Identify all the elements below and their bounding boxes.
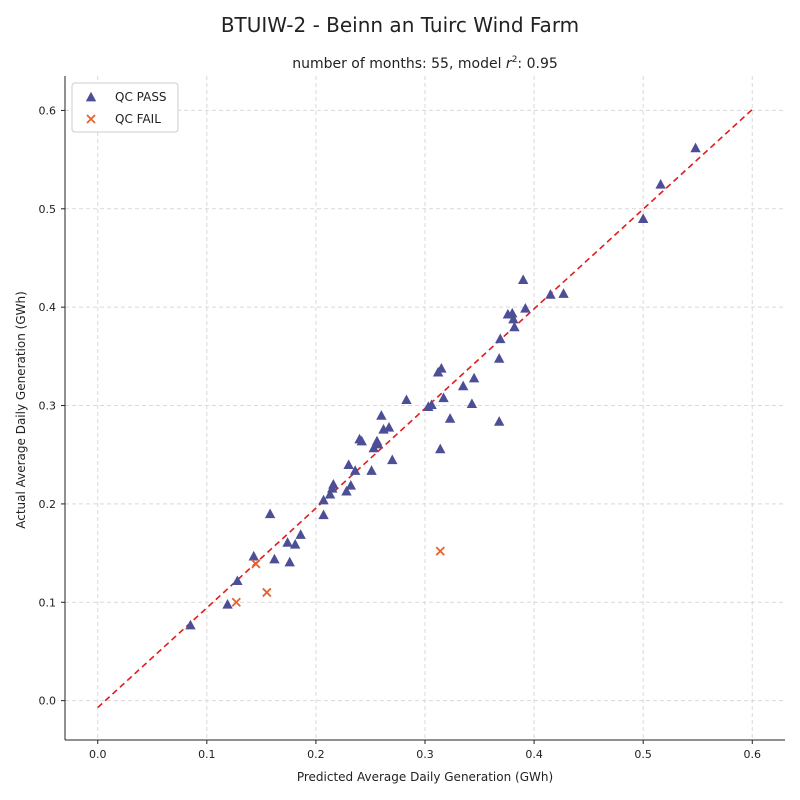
x-tick-label: 0.0 <box>89 748 107 761</box>
data-point-pass <box>655 179 665 189</box>
legend-label: QC PASS <box>115 90 167 104</box>
data-point-pass <box>518 274 528 284</box>
data-point-pass <box>343 459 353 469</box>
x-tick-label: 0.6 <box>744 748 762 761</box>
y-tick-label: 0.4 <box>39 301 57 314</box>
y-axis-label: Actual Average Daily Generation (GWh) <box>14 291 28 529</box>
data-point-pass <box>318 510 328 520</box>
data-point-fail <box>263 588 271 596</box>
data-point-pass <box>185 620 195 630</box>
data-point-pass <box>222 599 232 609</box>
data-point-pass <box>328 479 338 489</box>
y-tick-label: 0.6 <box>39 104 57 117</box>
data-point-pass <box>494 353 504 363</box>
y-tick-label: 0.0 <box>39 695 57 708</box>
data-point-pass <box>269 554 279 564</box>
axes: 0.0 0.1 0.2 0.3 0.4 0.5 0.6 0.0 0.1 0.2 0.3 0.4 0.5 0… <box>39 76 786 761</box>
data-point-pass <box>458 381 468 391</box>
data-point-pass <box>469 373 479 383</box>
data-point-pass <box>467 398 477 408</box>
chart-subtitle: number of months: 55, model r2: 0.95 <box>292 55 558 72</box>
data-point-pass <box>346 480 356 490</box>
data-point-pass <box>366 465 376 475</box>
x-tick-label: 0.4 <box>525 748 543 761</box>
x-tick-label: 0.2 <box>307 748 325 761</box>
data-point-pass <box>690 143 700 153</box>
data-point-pass <box>387 454 397 464</box>
data-point-pass <box>265 509 275 519</box>
y-tick-label: 0.3 <box>39 400 57 413</box>
data-point-pass <box>545 289 555 299</box>
data-point-pass <box>285 557 295 567</box>
legend-label: QC FAIL <box>115 112 161 126</box>
data-point-pass <box>435 444 445 454</box>
data-point-pass <box>638 213 648 223</box>
x-tick-label: 0.1 <box>198 748 216 761</box>
data-point-fail <box>252 560 260 568</box>
data-point-pass <box>282 537 292 547</box>
data-point-pass <box>376 410 386 420</box>
data-point-fail <box>436 547 444 555</box>
x-tick-label: 0.3 <box>416 748 434 761</box>
legend: QC PASS QC FAIL <box>72 83 178 132</box>
x-tick-label: 0.5 <box>634 748 652 761</box>
data-point-pass <box>401 394 411 404</box>
data-point-pass <box>384 422 394 432</box>
data-point-pass <box>249 551 259 561</box>
data-point-pass <box>558 288 568 298</box>
x-axis-label: Predicted Average Daily Generation (GWh) <box>297 770 553 784</box>
data-point-pass <box>520 303 530 313</box>
data-point-pass <box>295 529 305 539</box>
chart-title: BTUIW-2 - Beinn an Tuirc Wind Farm <box>221 13 579 37</box>
y-tick-label: 0.5 <box>39 203 57 216</box>
data-point-pass <box>290 539 300 549</box>
y-tick-label: 0.2 <box>39 498 57 511</box>
y-tick-label: 0.1 <box>39 596 57 609</box>
data-point-pass <box>494 416 504 426</box>
data-point-pass <box>445 413 455 423</box>
data-point-pass <box>495 333 505 343</box>
